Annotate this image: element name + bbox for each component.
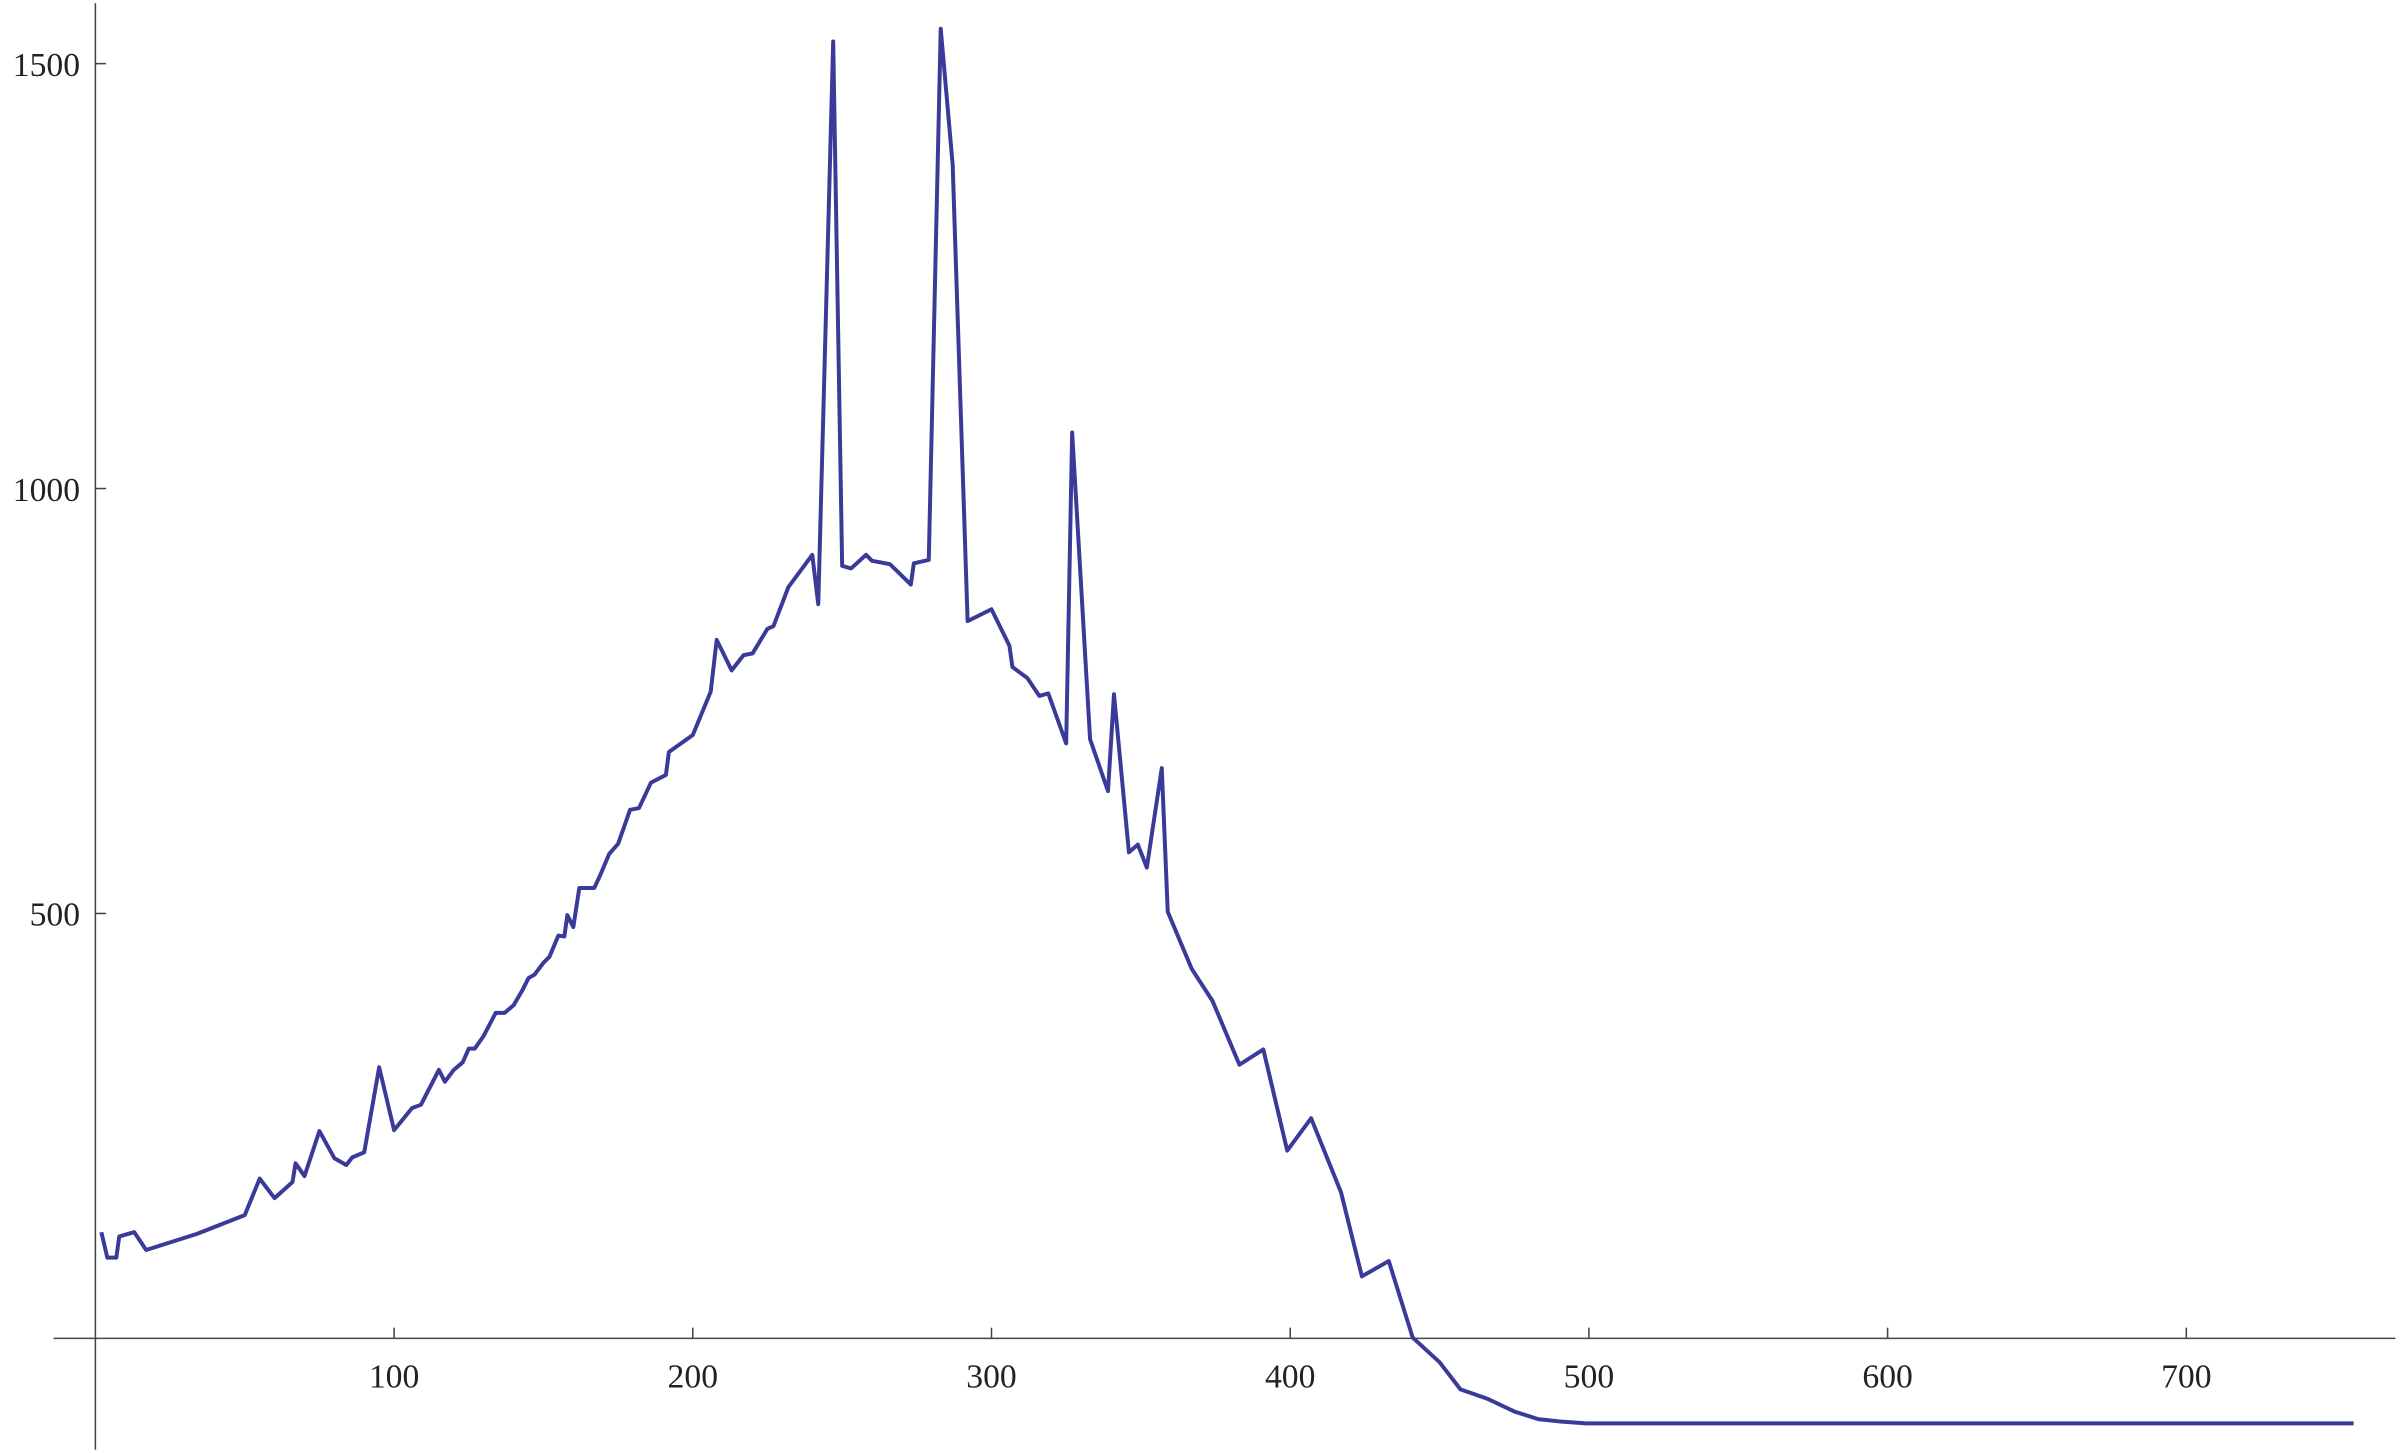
- x-tick-label: 700: [2161, 1358, 2211, 1395]
- x-tick-label: 100: [369, 1358, 419, 1395]
- x-tick-label: 400: [1265, 1358, 1315, 1395]
- x-tick-label: 600: [1862, 1358, 1912, 1395]
- x-tick-label: 300: [966, 1358, 1016, 1395]
- x-tick-label: 500: [1564, 1358, 1614, 1395]
- x-tick-label: 200: [668, 1358, 718, 1395]
- y-tick-label: 1500: [13, 47, 80, 84]
- data-line: [99, 26, 2354, 1426]
- y-tick-label: 500: [30, 897, 80, 934]
- y-tick-label: 1000: [13, 472, 80, 509]
